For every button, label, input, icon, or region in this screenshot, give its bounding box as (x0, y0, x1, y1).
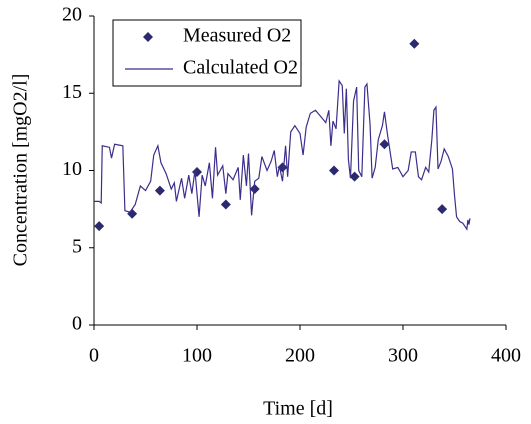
x-tick-label: 400 (491, 345, 521, 367)
data-point (328, 165, 339, 176)
data-point (437, 204, 448, 215)
y-tick-label: 20 (62, 4, 82, 26)
legend-marker (143, 32, 153, 42)
y-axis-label: Concentration [mgO2/l] (10, 74, 32, 267)
legend-label: Measured O2 (183, 25, 291, 47)
legend-label: Calculated O2 (183, 57, 298, 79)
legend-box (112, 19, 302, 87)
x-tick-label: 200 (285, 345, 315, 367)
y-tick-label: 15 (62, 81, 82, 103)
x-tick-label: 300 (388, 345, 418, 367)
data-point (249, 184, 260, 195)
data-point (192, 167, 202, 178)
y-tick-label: 10 (62, 158, 82, 180)
data-point (94, 221, 105, 232)
data-point (127, 208, 138, 219)
data-line (94, 79, 471, 231)
data-point (220, 199, 231, 210)
y-tick-label: 5 (72, 235, 82, 257)
data-point (154, 185, 165, 196)
data-point (409, 38, 420, 49)
x-axis-label: Time [d] (263, 398, 333, 420)
x-tick-label: 0 (89, 345, 99, 367)
y-tick-label: 0 (72, 313, 82, 335)
x-tick-label: 100 (182, 345, 212, 367)
data-point (349, 171, 360, 182)
data-point (379, 139, 390, 150)
